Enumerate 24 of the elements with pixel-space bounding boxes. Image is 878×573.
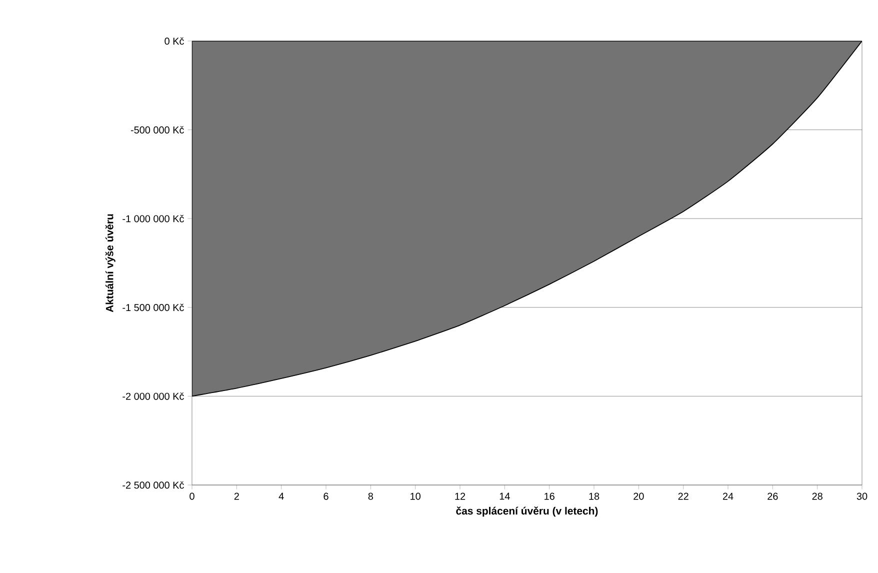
- x-tick-label: 24: [722, 492, 734, 500]
- x-tick-label: 18: [589, 492, 600, 500]
- x-tick-label: 30: [856, 492, 868, 500]
- y-tick-label: 0 Kč: [164, 37, 184, 45]
- x-tick-label: 6: [324, 492, 328, 500]
- x-tick-label: 14: [500, 492, 510, 500]
- y-tick-label: -1 500 000 Kč: [122, 304, 184, 312]
- x-tick-label: 22: [678, 492, 688, 500]
- x-tick-label: 10: [410, 492, 420, 500]
- x-tick-label: 2: [234, 492, 239, 500]
- x-tick-label: 20: [634, 492, 644, 500]
- y-tick-label: -2 000 000 Kč: [122, 392, 184, 400]
- y-axis-title: Aktuální výše úvěru: [105, 214, 116, 312]
- y-tick-label: -2 500 000 Kč: [122, 481, 184, 489]
- x-tick-label: 16: [544, 492, 554, 500]
- y-tick-label: -500 000 Kč: [130, 126, 184, 134]
- x-tick-label: 4: [278, 492, 284, 500]
- x-tick-label: 8: [368, 492, 374, 500]
- x-tick-label: 26: [768, 492, 778, 500]
- x-tick-label: 12: [455, 492, 466, 500]
- x-tick-label: 0: [190, 492, 194, 500]
- x-axis-title: čas splácení úvěru (v letech): [456, 506, 598, 517]
- y-tick-label: -1 000 000 Kč: [122, 214, 184, 222]
- x-tick-label: 28: [812, 492, 822, 500]
